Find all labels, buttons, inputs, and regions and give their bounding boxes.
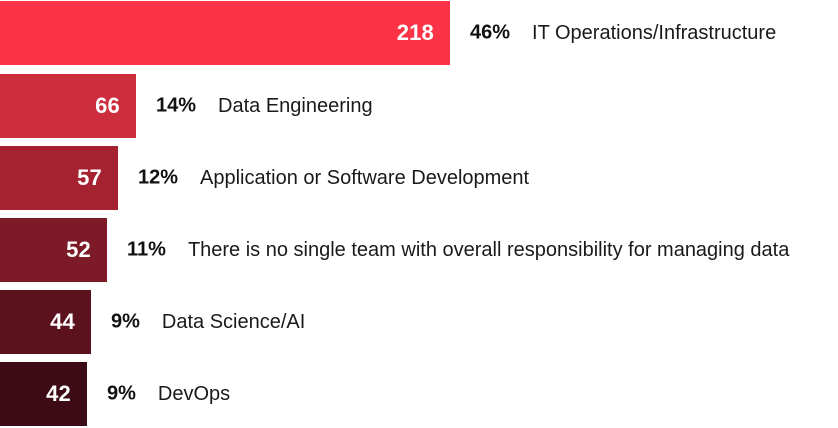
bar-value-label: 218 xyxy=(396,20,434,45)
bar: 218 xyxy=(0,1,450,65)
percent-label: 14% xyxy=(156,94,197,117)
category-label: Data Engineering xyxy=(218,95,373,117)
percent-label: 46% xyxy=(470,21,511,44)
category-label: There is no single team with overall res… xyxy=(187,239,790,261)
category-label: DevOps xyxy=(157,383,231,405)
bar: 57 xyxy=(0,146,118,210)
category-label: Application or Software Development xyxy=(200,167,530,189)
percent-label: 11% xyxy=(127,238,166,261)
bar-value-label: 52 xyxy=(66,237,91,262)
percent-label: 9% xyxy=(107,382,136,405)
bar-value-label: 57 xyxy=(77,165,102,190)
bar: 44 xyxy=(0,290,91,354)
bar: 52 xyxy=(0,218,107,282)
percent-label: 9% xyxy=(111,310,140,333)
bar: 42 xyxy=(0,362,87,426)
bar: 66 xyxy=(0,74,136,138)
category-label: Data Science/AI xyxy=(161,311,306,333)
category-label: IT Operations/Infrastructure xyxy=(532,22,777,44)
bar-value-label: 66 xyxy=(95,93,120,118)
bar-value-label: 44 xyxy=(50,309,75,334)
bar-value-label: 42 xyxy=(46,381,71,406)
percent-label: 12% xyxy=(138,166,179,189)
